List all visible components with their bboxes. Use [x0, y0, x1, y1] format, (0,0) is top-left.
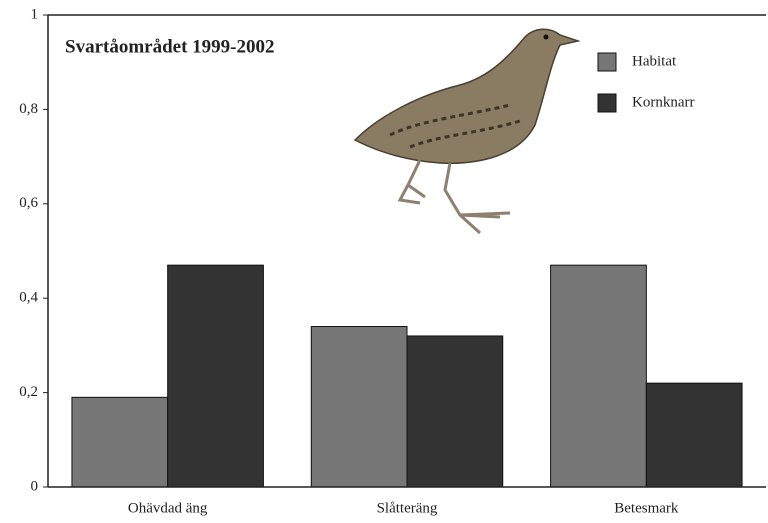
bar: [407, 336, 503, 487]
chart: 0 0,2 0,4 0,6 0,8 1 Ohävdad äng Slåtteräng Betes…: [0, 0, 768, 523]
bar: [72, 397, 168, 487]
bar: [646, 383, 742, 487]
y-tick-label: 0: [31, 478, 39, 494]
x-tick-label: Slåtteräng: [377, 500, 438, 516]
bar: [551, 265, 647, 487]
chart-title: Svartåområdet 1999-2002: [65, 36, 275, 57]
y-tick-label: 1: [31, 6, 39, 22]
bar: [311, 327, 407, 487]
bar: [168, 265, 264, 487]
legend-swatch: [598, 94, 616, 112]
y-tick-label: 0,6: [19, 195, 38, 211]
y-tick-label: 0,2: [19, 384, 38, 400]
y-tick-label: 0,4: [19, 290, 38, 306]
legend-swatch: [598, 53, 616, 71]
legend-label: Habitat: [632, 53, 677, 69]
legend-label: Kornknarr: [632, 94, 694, 110]
x-tick-label: Ohävdad äng: [128, 500, 208, 516]
x-tick-label: Betesmark: [614, 500, 679, 516]
y-tick-label: 0,8: [19, 101, 38, 117]
